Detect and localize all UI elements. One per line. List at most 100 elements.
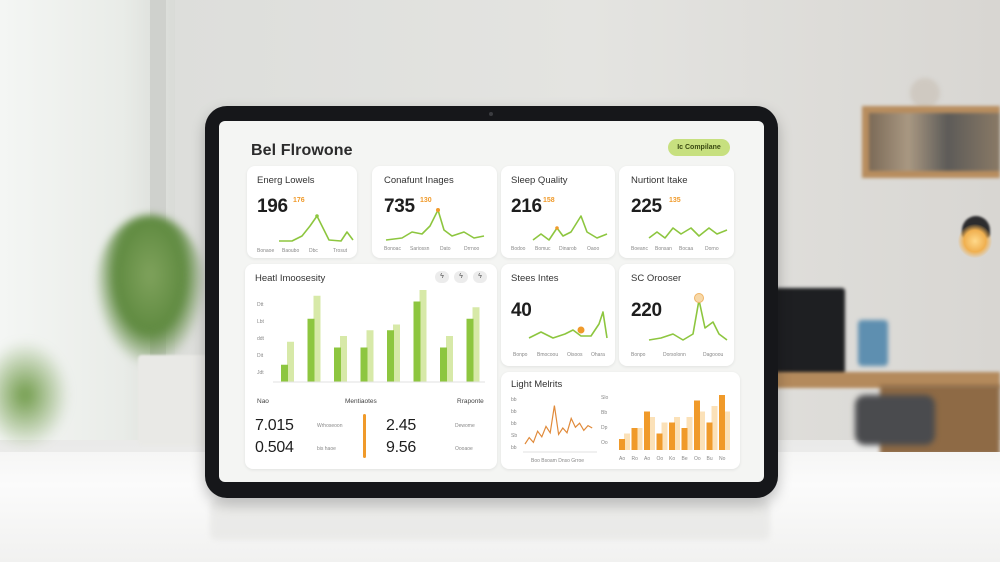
sc-axis-label-3: Dagooou	[703, 352, 724, 358]
x-tick: Oo	[656, 456, 664, 462]
table-cell-note1: Wrhoseoon	[317, 423, 343, 429]
bar-dark	[694, 400, 700, 450]
energy-axis-label-1: Bonaoe	[257, 248, 275, 254]
light-metrics-card[interactable]: Light Melrits bb bb bb Sb bb Boo Bsoam D…	[501, 372, 740, 469]
x-tick: Be	[681, 456, 688, 462]
sc-sparkline-dot	[694, 293, 704, 303]
sleep-sparkline	[532, 215, 608, 241]
sc-value: 220	[631, 300, 662, 321]
bar-light	[686, 417, 693, 450]
bar-light	[366, 330, 374, 382]
health-card-toolbar: ϟ ϟ ϟ	[435, 271, 487, 283]
nutrient-intake-card[interactable]: Nurtiont Itake 225 135 Boeanc Bonsan Boc…	[619, 166, 734, 258]
sleep-quality-card[interactable]: Sleep Quality 216 158 Bodoo Bomuc Dinaro…	[501, 166, 615, 258]
current-axis-label-2: Sariossn	[410, 246, 430, 252]
nutrient-sparkline-line	[648, 227, 728, 239]
table-cell-b2: 9.56	[386, 439, 416, 456]
energy-axis-label-4: Trosut	[333, 248, 347, 254]
sc-card[interactable]: SC Orooser 220 Bonpo Dorsolonn Dagooou	[619, 264, 734, 366]
x-tick: Ao	[619, 456, 626, 462]
bar-light	[287, 341, 294, 382]
y-tick: bb	[511, 421, 517, 427]
bar-light	[340, 336, 347, 382]
bar-light	[661, 422, 668, 450]
bar-light	[393, 324, 400, 382]
y-tick: Dtt	[257, 302, 264, 308]
bar-dark	[631, 428, 638, 450]
steps-value: 40	[511, 300, 532, 321]
x-tick: Bu	[706, 456, 713, 462]
card-title: Nurtiont Itake	[631, 175, 688, 186]
table-cell-c1: Dewome	[455, 423, 475, 429]
nutrient-axis-label-1: Boeanc	[631, 246, 648, 252]
bar-light	[636, 428, 643, 450]
x-tick: Oo	[694, 456, 701, 462]
lightning-icon[interactable]: ϟ	[454, 271, 468, 283]
y-tick: bb	[511, 409, 517, 415]
table-cell-c2: Oooaoe	[455, 446, 473, 452]
bar-dark	[644, 411, 650, 450]
current-axis-label-1: Bonoac	[384, 246, 401, 252]
health-intensity-card[interactable]: Heatl Imoosesity ϟ ϟ ϟ Dtt Lbt ddt Dit J…	[245, 264, 497, 469]
bar-dark	[387, 330, 394, 382]
sleep-axis-label-1: Bodoo	[511, 246, 526, 252]
bar-light	[419, 290, 427, 382]
lightning-icon[interactable]: ϟ	[473, 271, 487, 283]
nutrient-axis-label-4: Dorno	[705, 246, 719, 252]
sleep-axis-label-4: Oaoo	[587, 246, 600, 252]
table-cell-a2: 0.504	[255, 439, 294, 456]
current-sparkline-line	[385, 209, 485, 241]
health-bar-chart	[273, 290, 485, 383]
bar-dark	[360, 347, 368, 382]
sleep-axis-label-3: Dinarob	[559, 246, 577, 252]
current-sparkline	[385, 208, 485, 241]
x-tick: Ro	[631, 456, 638, 462]
y-tick: bb	[511, 397, 517, 403]
compliance-badge-button[interactable]: Ic Compilane	[668, 139, 730, 156]
sc-sparkline-line	[648, 299, 728, 341]
tablet-reflection	[210, 500, 770, 540]
steps-sparkline-dot	[577, 326, 585, 334]
background-jar	[858, 320, 888, 366]
nutrient-delta: 135	[669, 197, 681, 204]
background-chair	[855, 395, 935, 445]
card-title: Heatl Imoosesity	[255, 273, 326, 284]
lightning-icon[interactable]: ϟ	[435, 271, 449, 283]
sleep-delta: 158	[543, 197, 555, 204]
card-title: Energ Lowels	[257, 175, 315, 186]
y-tick: Dp	[601, 425, 608, 431]
background-pot	[138, 355, 208, 445]
bar-dark	[681, 428, 688, 450]
dashboard-screen: Bel Flrowone Ic Compilane Energ Lowels 1…	[219, 121, 764, 482]
current-axis-label-3: Dato	[440, 246, 451, 252]
current-images-card[interactable]: Conafunt Inages 735 130 Bonoac Sariossn …	[372, 166, 497, 258]
energy-axis-label-2: Baoubo	[282, 248, 300, 254]
steps-intake-card[interactable]: Stees Intes 40 Bonpo Bmocoou Oisoos Ohar…	[501, 264, 615, 366]
table-cell-b1: 2.45	[386, 417, 416, 434]
x-tick: No	[719, 456, 726, 462]
bar-dark	[334, 347, 341, 382]
bar-light	[711, 406, 718, 450]
card-title: SC Orooser	[631, 273, 682, 284]
energy-sparkline-line	[279, 215, 354, 242]
energy-delta: 176	[293, 197, 305, 204]
bar-light	[699, 411, 705, 450]
steps-axis-label-3: Oisoos	[567, 352, 583, 358]
nutrient-value: 225	[631, 196, 662, 217]
bar-light	[446, 336, 453, 382]
sleep-value: 216	[511, 196, 542, 217]
bar-dark	[440, 347, 447, 382]
energy-levels-card[interactable]: Energ Lowels 196 176 Bonaoe Baoubo Dbc T…	[247, 166, 357, 258]
steps-axis-label-4: Ohara	[591, 352, 605, 358]
y-tick: Lbt	[257, 319, 264, 325]
x-tick: Ao	[644, 456, 651, 462]
table-header-2: Mentiaotes	[345, 398, 377, 405]
steps-axis-label-2: Bmocoou	[537, 352, 559, 358]
y-tick: Oo	[601, 440, 608, 446]
bar-dark	[719, 395, 725, 450]
background-monitor	[770, 288, 845, 376]
bar-light	[674, 417, 680, 450]
light-bar-chart	[619, 395, 730, 450]
steps-axis-label-1: Bonpo	[513, 352, 528, 358]
x-axis-label: Boo Bsoam Dnso Grroe	[531, 458, 585, 464]
